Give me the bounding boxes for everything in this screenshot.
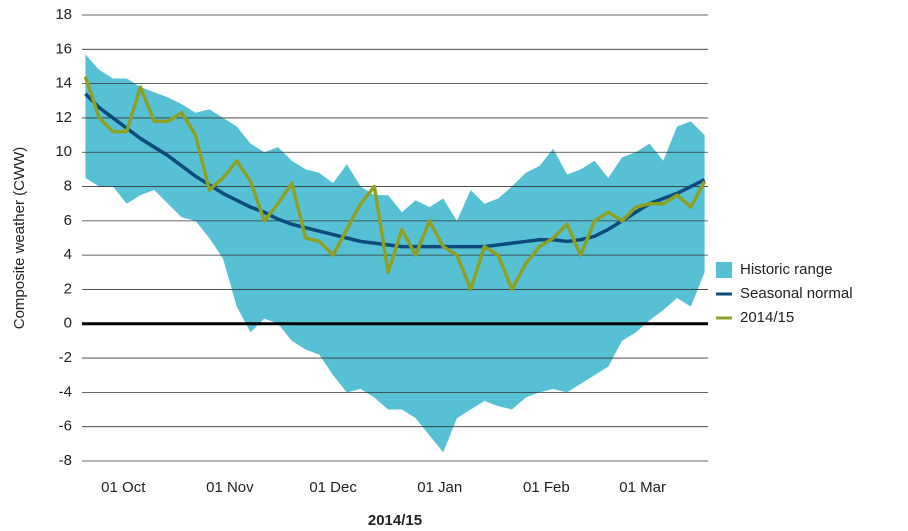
- y-tick-label: 14: [55, 75, 72, 92]
- x-tick-label: 01 Mar: [619, 479, 666, 496]
- y-tick-label: -4: [59, 383, 72, 400]
- y-tick-label: 16: [55, 40, 72, 57]
- x-tick-label: 01 Dec: [309, 479, 357, 496]
- y-tick-label: 2: [64, 280, 72, 297]
- legend-swatch: [716, 262, 732, 278]
- legend-label: 2014/15: [740, 309, 794, 326]
- y-tick-label: 10: [55, 143, 72, 160]
- x-tick-label: 01 Feb: [523, 479, 570, 496]
- x-tick-label: 01 Oct: [101, 479, 146, 496]
- y-tick-label: -8: [59, 452, 72, 469]
- legend-label: Seasonal normal: [740, 285, 853, 302]
- y-tick-label: 8: [64, 178, 72, 195]
- y-tick-label: -2: [59, 349, 72, 366]
- y-tick-label: 0: [64, 315, 72, 332]
- y-tick-label: -6: [59, 418, 72, 435]
- x-tick-label: 01 Jan: [417, 479, 462, 496]
- x-tick-label: 01 Nov: [206, 479, 254, 496]
- y-axis-title: Composite weather (CWW): [11, 147, 28, 330]
- y-tick-label: 12: [55, 109, 72, 126]
- series-line: [83, 76, 707, 292]
- x-axis-title: 2014/15: [368, 512, 422, 529]
- legend-label: Historic range: [740, 261, 833, 278]
- y-tick-label: 4: [64, 246, 72, 263]
- y-tick-label: 18: [55, 6, 72, 23]
- y-tick-label: 6: [64, 212, 72, 229]
